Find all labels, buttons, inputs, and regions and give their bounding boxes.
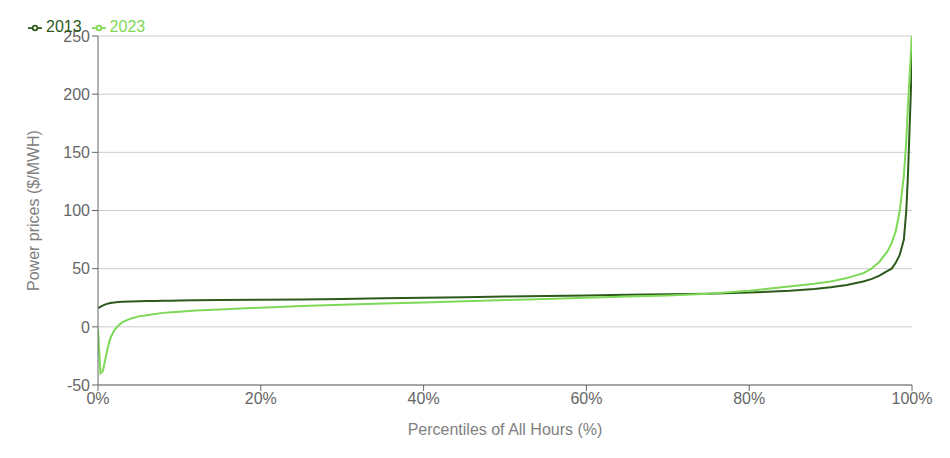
svg-text:150: 150	[63, 144, 90, 161]
svg-text:40%: 40%	[408, 390, 440, 407]
svg-text:250: 250	[63, 28, 90, 45]
svg-text:20%: 20%	[245, 390, 277, 407]
svg-text:200: 200	[63, 86, 90, 103]
svg-text:100: 100	[63, 202, 90, 219]
svg-text:0: 0	[81, 319, 90, 336]
svg-text:50: 50	[72, 260, 90, 277]
svg-text:Power prices ($/MWH): Power prices ($/MWH)	[25, 130, 42, 291]
svg-text:-50: -50	[67, 377, 90, 394]
svg-text:60%: 60%	[570, 390, 602, 407]
html-text:2013: 2013	[46, 18, 82, 35]
svg-text:Percentiles of All Hours (%): Percentiles of All Hours (%)	[408, 421, 603, 438]
svg-text:80%: 80%	[733, 390, 765, 407]
svg-text:100%: 100%	[892, 390, 933, 407]
html-text:2023: 2023	[109, 18, 146, 35]
svg-text:0%: 0%	[86, 390, 110, 408]
